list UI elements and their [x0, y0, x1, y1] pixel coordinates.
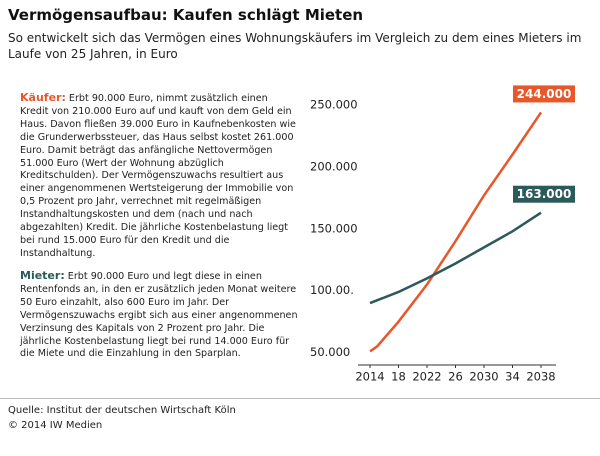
y-tick-label: 50.000: [310, 345, 350, 359]
label: Käufer:: [20, 91, 66, 104]
text: Erbt 90.000 Euro und legt diese in einen…: [20, 271, 298, 360]
x-tick-label: 26: [448, 370, 463, 384]
copyright: © 2014 IW Medien: [8, 420, 103, 431]
value-label-box: [513, 85, 575, 103]
paragraph: Käufer: Erbt 90.000 Euro, nimmt zusätzli…: [20, 91, 298, 261]
text: Erbt 90.000 Euro, nimmt zusätzlich einen…: [20, 93, 296, 259]
x-tick-label: 2030: [469, 370, 498, 384]
subtitle: So entwickelt sich das Vermögen eines Wo…: [8, 31, 582, 61]
y-tick-label: 100.00.: [310, 283, 354, 297]
line: [369, 111, 543, 353]
value-label: 163.000: [517, 187, 572, 201]
paragraph: Mieter: Erbt 90.000 Euro und legt diese …: [20, 269, 298, 361]
x-tick-label: 2014: [355, 370, 384, 384]
y-tick-label: 150.000: [310, 221, 358, 235]
title: Vermögensaufbau: Kaufen schlägt Mieten: [8, 6, 364, 24]
x-tick-label: 2038: [526, 370, 555, 384]
value-label-box: [513, 185, 575, 203]
line: [369, 211, 542, 305]
label: Mieter:: [20, 269, 65, 282]
divider: [0, 398, 600, 399]
y-tick-label: 250.000: [310, 98, 358, 112]
x-tick-label: 18: [391, 370, 406, 384]
source: Quelle: Institut der deutschen Wirtschaf…: [8, 405, 236, 416]
value-label: 244.000: [517, 87, 572, 101]
y-tick-label: 200.000: [310, 159, 358, 173]
x-tick-label: 2022: [412, 370, 441, 384]
x-tick-label: 34: [505, 370, 520, 384]
